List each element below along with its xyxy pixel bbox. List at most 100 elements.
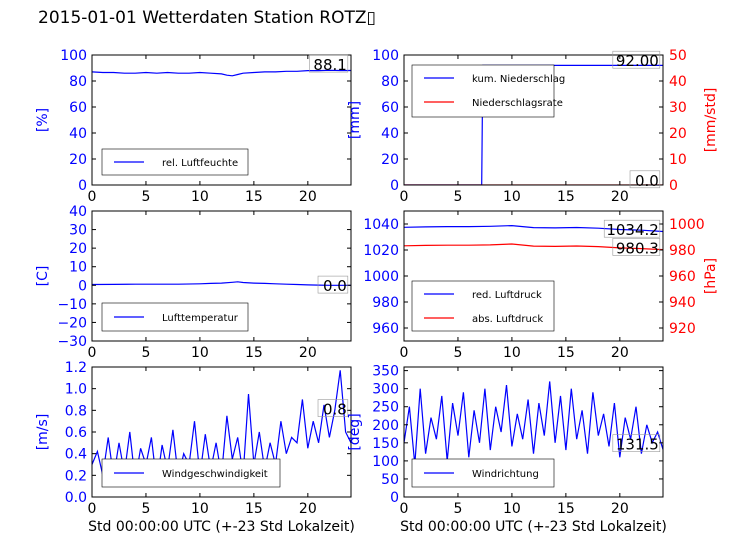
annotation-box [629, 170, 661, 189]
x-tick-label: 10 [503, 501, 521, 517]
series-line-pressure-1 [404, 243, 663, 251]
y-tick-label: 980 [372, 295, 399, 311]
legend-label: kum. Niederschlag [472, 74, 565, 85]
annotation-value: 0.8 [323, 401, 347, 419]
y-tick-label: −30 [57, 334, 87, 350]
annotation-value: 980.3 [616, 239, 659, 257]
x-tick-label: 5 [141, 345, 150, 361]
legend-label: Lufttemperatur [162, 313, 239, 324]
x-tick-label: 0 [88, 345, 97, 361]
x-tick-label: 0 [400, 189, 409, 205]
x-tick-label: 20 [611, 345, 629, 361]
y-tick-label: 1.0 [65, 382, 87, 398]
y-tick-label: 0.8 [65, 403, 87, 419]
y-tick-label: 20 [381, 152, 399, 168]
panel-precip: 0 5 10 15 20 0 20 40 60 80 100 0 10 20 30 40 50 [mm] [mm/s… [347, 48, 719, 205]
y-tick-label: 30 [69, 223, 87, 239]
legend-label: red. Luftdruck [472, 290, 542, 301]
x-tick-label: 20 [611, 501, 629, 517]
annotation-value: 1034.2 [606, 221, 659, 239]
x-tick-label: 0 [88, 501, 97, 517]
y-right-axis-label: [mm/std] [703, 88, 719, 153]
y-right-tick-label: 920 [669, 321, 696, 337]
panel-temperature: 0 5 10 15 20 −30 −20 −10 0 10 20 30 40 [C] Lufttempera… [35, 204, 352, 361]
y-tick-label: 1040 [363, 217, 399, 233]
page-title: 2015-01-01 Wetterdaten Station ROTZ▯ [38, 8, 376, 28]
series-line-temperature-0 [92, 281, 351, 286]
y-right-tick-label: 960 [669, 269, 696, 285]
y-tick-label: 0 [390, 490, 399, 506]
x-tick-label: 20 [299, 189, 317, 205]
y-tick-label: 80 [69, 74, 87, 90]
x-tick-label: 10 [191, 345, 209, 361]
y-tick-label: −20 [57, 315, 87, 331]
y-tick-label: 0.2 [65, 468, 87, 484]
annotation-value: 92.00 [616, 52, 659, 70]
y-tick-label: 0 [390, 178, 399, 194]
y-tick-label: 40 [69, 126, 87, 142]
y-right-tick-label: 10 [669, 152, 687, 168]
legend-label: abs. Luftdruck [472, 314, 543, 325]
plot-frame [91, 210, 352, 342]
x-tick-label: 20 [299, 501, 317, 517]
y-tick-label: 10 [69, 260, 87, 276]
y-tick-label: 0.4 [65, 447, 87, 463]
plot-frame [91, 54, 352, 186]
x-tick-label: 5 [453, 189, 462, 205]
y-right-axis-label: [hPa] [703, 258, 719, 294]
legend-frame [411, 280, 555, 332]
y-axis-label: [C] [35, 266, 51, 287]
series-line-humidity-0 [92, 69, 351, 77]
legend-label: rel. Luftfeuchte [162, 158, 238, 169]
x-tick-label: 0 [88, 189, 97, 205]
y-right-tick-label: 940 [669, 295, 696, 311]
annotation-value: 88.1 [313, 56, 346, 74]
y-tick-label: 40 [381, 126, 399, 142]
annotation-box [317, 275, 349, 294]
y-tick-label: 100 [372, 454, 399, 470]
series-line-precip-0 [404, 64, 663, 185]
legend: Windgeschwindigkeit [101, 458, 281, 488]
y-tick-label: 300 [372, 382, 399, 398]
panel-humidity: 0 5 10 15 20 0 20 40 60 80 100 [%] rel. Luftfeuchte 8… [35, 48, 352, 205]
annotation-box [317, 399, 349, 417]
y-right-tick-label: 30 [669, 100, 687, 116]
x-tick-label: 15 [245, 189, 263, 205]
x-tick-label: 0 [400, 345, 409, 361]
y-axis-label: [m/s] [35, 414, 51, 451]
y-tick-label: 60 [69, 100, 87, 116]
y-tick-label: 250 [372, 400, 399, 416]
legend-label: Windgeschwindigkeit [162, 469, 268, 480]
legend-label: Niederschlagsrate [472, 98, 563, 109]
panel-pressure: 0 5 10 15 20 960 980 1000 1020 1040 920 940 960 980 10… [363, 210, 719, 361]
y-tick-label: 60 [381, 100, 399, 116]
annotation-box [603, 219, 661, 238]
x-tick-label: 5 [141, 501, 150, 517]
annotation-box [612, 50, 661, 69]
legend: rel. Luftfeuchte [101, 148, 249, 176]
annotation-value: 0.0 [635, 172, 659, 190]
panel-windspeed: 0 5 10 15 20 0.0 0.2 0.4 0.6 0.8 1.0 1.2 [m/s] Std 00… [35, 360, 355, 535]
y-right-tick-label: 980 [669, 243, 696, 259]
x-tick-label: 15 [557, 189, 575, 205]
legend-label: Windrichtung [472, 469, 539, 480]
x-axis-label: Std 00:00:00 UTC (+-23 Std Lokalzeit) [400, 519, 667, 535]
y-right-tick-label: 50 [669, 48, 687, 64]
legend: kum. Niederschlag Niederschlagsrate [411, 64, 565, 118]
y-right-tick-label: 0 [669, 178, 678, 194]
x-tick-label: 15 [557, 501, 575, 517]
y-tick-label: 20 [69, 152, 87, 168]
x-tick-label: 20 [299, 345, 317, 361]
series-line-pressure-0 [404, 224, 663, 233]
x-tick-label: 5 [141, 189, 150, 205]
y-tick-label: 100 [372, 48, 399, 64]
x-tick-label: 5 [453, 345, 462, 361]
annotation-box [309, 54, 349, 73]
y-tick-label: 1.2 [65, 360, 87, 376]
y-axis-label: [%] [35, 108, 51, 132]
x-tick-label: 15 [245, 345, 263, 361]
y-tick-label: 0 [78, 178, 87, 194]
legend: Windrichtung [411, 458, 555, 488]
x-tick-label: 10 [191, 501, 209, 517]
